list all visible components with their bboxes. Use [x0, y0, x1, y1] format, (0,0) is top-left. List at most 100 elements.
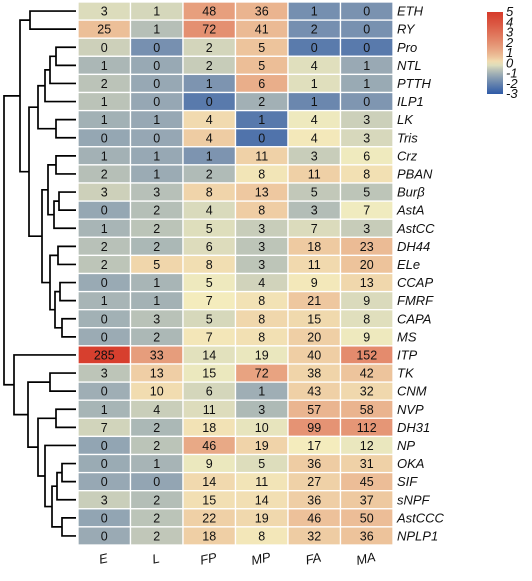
cell-value: 18: [202, 421, 216, 435]
cell-value: 4: [258, 276, 265, 290]
cell-value: 152: [356, 348, 377, 362]
cell-value: 0: [311, 41, 318, 55]
cell-value: 0: [363, 23, 370, 37]
dendrogram-branch: [61, 462, 76, 483]
cell-value: 0: [101, 529, 108, 543]
dendrogram-branch: [13, 354, 76, 416]
cell-value: 4: [311, 131, 318, 145]
cell-value: 5: [258, 41, 265, 55]
cell-value: 1: [153, 294, 160, 308]
cell-value: 1: [153, 5, 160, 19]
cell-value: 5: [363, 186, 370, 200]
cell-value: 1: [153, 457, 160, 471]
cell-value: 13: [360, 276, 374, 290]
cell-value: 21: [307, 294, 321, 308]
dendrogram-branch: [55, 118, 76, 139]
cell-value: 15: [202, 367, 216, 381]
column-label: L: [151, 551, 161, 567]
cell-value: 0: [101, 330, 108, 344]
cell-value: 2: [206, 41, 213, 55]
cell-value: 0: [363, 95, 370, 109]
cell-value: 1: [206, 149, 213, 163]
cell-value: 1: [101, 149, 108, 163]
cell-value: 5: [153, 258, 160, 272]
row-label: ELe: [397, 257, 420, 272]
cell-value: 31: [360, 457, 374, 471]
row-label: sNPF: [397, 492, 431, 507]
cell-value: 19: [255, 439, 269, 453]
cell-value: 3: [258, 403, 265, 417]
column-label: MP: [250, 549, 273, 568]
cell-value: 5: [206, 312, 213, 326]
cell-value: 8: [258, 330, 265, 344]
cell-value: 3: [153, 186, 160, 200]
row-label: SIF: [397, 474, 418, 489]
cell-value: 20: [307, 330, 321, 344]
cell-value: 5: [258, 59, 265, 73]
row-label: DH31: [397, 420, 430, 435]
cell-value: 4: [153, 403, 160, 417]
cell-value: 3: [363, 113, 370, 127]
row-label: NP: [397, 438, 415, 453]
cell-value: 11: [308, 258, 321, 272]
dendrogram-branch: [44, 444, 76, 508]
heatmap-cell: [339, 526, 394, 546]
cell-value: 0: [101, 457, 108, 471]
dendrogram-branch: [53, 200, 76, 230]
cell-value: 0: [101, 475, 108, 489]
cell-value: 32: [360, 385, 374, 399]
colorbar-tick-label: -2: [506, 76, 518, 91]
cell-value: 46: [307, 511, 321, 525]
cell-value: 58: [360, 403, 374, 417]
cell-value: 1: [153, 276, 160, 290]
dendrogram-branch: [49, 254, 58, 311]
cell-value: 18: [307, 240, 321, 254]
column-label: FP: [199, 549, 219, 567]
row-label: NVP: [397, 402, 424, 417]
cell-value: 1: [101, 95, 108, 109]
cell-value: 25: [97, 23, 111, 37]
cell-value: 3: [101, 493, 108, 507]
cell-value: 0: [363, 41, 370, 55]
cell-value: 7: [101, 421, 108, 435]
row-label: ILP1: [397, 94, 424, 109]
cell-value: 36: [255, 5, 269, 19]
cell-value: 4: [206, 113, 213, 127]
heatmap-cells: 3 1 48 36 1 025 1 72 41 2 00 0 2 5 0 01 0 2 5 4 12 0 1 6 1 11 0 0 2 1…: [77, 1, 394, 546]
cell-value: 5: [206, 222, 213, 236]
cell-value: 4: [206, 204, 213, 218]
cell-value: 38: [307, 367, 321, 381]
cell-value: 0: [153, 41, 160, 55]
cell-value: 17: [307, 439, 321, 453]
cell-value: 6: [363, 149, 370, 163]
dendrogram-branch: [55, 408, 76, 429]
dendrogram-branch: [61, 317, 76, 338]
cell-value: 4: [311, 113, 318, 127]
cell-value: 41: [255, 23, 269, 37]
cell-value: 0: [153, 475, 160, 489]
cell-value: 0: [101, 41, 108, 55]
cell-value: 9: [363, 294, 370, 308]
cell-value: 12: [360, 439, 374, 453]
cell-value: 6: [206, 385, 213, 399]
row-label: ITP: [397, 347, 418, 362]
cell-value: 36: [307, 493, 321, 507]
cell-value: 1: [101, 403, 108, 417]
cell-value: 3: [311, 204, 318, 218]
cell-value: 1: [153, 149, 160, 163]
cell-value: 19: [255, 348, 269, 362]
row-label: NTL: [397, 58, 422, 73]
cell-value: 22: [202, 511, 216, 525]
cell-value: 1: [101, 294, 108, 308]
cell-value: 72: [202, 23, 216, 37]
colorbar-tick-label: 0: [506, 55, 514, 70]
row-label: AstCCC: [396, 510, 445, 525]
cell-value: 8: [258, 529, 265, 543]
colorbar-gradient: [487, 12, 503, 94]
cell-value: 23: [360, 240, 374, 254]
cell-value: 0: [101, 439, 108, 453]
cell-value: 2: [153, 493, 160, 507]
cell-value: 2: [206, 59, 213, 73]
cell-value: 9: [363, 330, 370, 344]
